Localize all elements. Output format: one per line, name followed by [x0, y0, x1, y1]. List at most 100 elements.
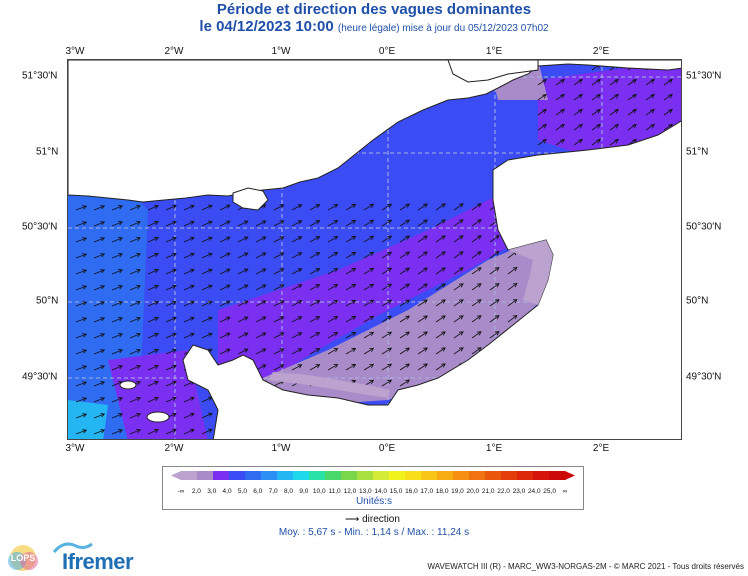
- land-jersey: [146, 411, 170, 423]
- direction-arrow: [327, 364, 339, 371]
- colorbar-swatch: [485, 471, 502, 480]
- colorbar-swatch: [309, 471, 326, 480]
- direction-arrow: [645, 123, 655, 131]
- direction-arrow: [219, 316, 231, 323]
- direction-arrow: [471, 251, 482, 259]
- lon-tick-bottom: 1°W: [271, 443, 291, 454]
- direction-arrow: [219, 252, 231, 259]
- direction-arrow: [273, 284, 285, 291]
- direction-arrow: [273, 204, 285, 211]
- direction-arrow: [573, 78, 583, 86]
- direction-arrow: [309, 300, 321, 307]
- direction-arrow: [381, 315, 393, 323]
- colorbar-tick-label: 12,0: [344, 488, 357, 495]
- wave-map[interactable]: [67, 59, 682, 440]
- colorbar-swatch: [437, 471, 454, 480]
- direction-arrow: [75, 237, 88, 243]
- direction-arrow: [273, 252, 285, 259]
- direction-arrow: [417, 219, 428, 227]
- direction-arrow: [327, 236, 339, 243]
- direction-arrow: [537, 93, 547, 101]
- direction-arrow: [183, 332, 195, 339]
- direction-arrow: [381, 235, 393, 243]
- direction-arrow: [255, 252, 267, 259]
- direction-arrow: [165, 252, 177, 259]
- direction-arrow: [309, 204, 321, 211]
- direction-arrow: [471, 315, 482, 323]
- direction-arrow: [237, 316, 249, 323]
- direction-arrow: [627, 108, 637, 116]
- colorbar-tick-label: 21,0: [482, 488, 495, 495]
- colorbar-tick-label: 6,0: [253, 488, 262, 495]
- colorbar-swatch: [469, 471, 486, 480]
- direction-arrow: [471, 331, 482, 339]
- lat-tick-left: 49°30'N: [22, 371, 58, 383]
- direction-arrow: [453, 267, 464, 275]
- direction-arrow: [273, 236, 285, 243]
- direction-arrow: [345, 316, 357, 323]
- lon-tick-bottom: 2°W: [164, 443, 184, 454]
- direction-arrow: [645, 93, 655, 101]
- direction-arrow: [201, 220, 213, 227]
- colorbar-swatch: [245, 471, 262, 480]
- lon-tick-bottom: 0°E: [378, 443, 396, 454]
- direction-arrow: [201, 332, 213, 339]
- direction-arrow: [399, 347, 410, 355]
- direction-arrow: [471, 299, 482, 307]
- direction-arrow: [435, 299, 446, 307]
- direction-arrow: [165, 300, 177, 307]
- colorbar-tick-label: 15,0: [390, 488, 403, 495]
- direction-arrow: [291, 364, 303, 371]
- direction-arrow: [309, 348, 321, 355]
- direction-arrow: [291, 204, 303, 211]
- direction-arrow: [165, 396, 177, 403]
- direction-arrow: [237, 268, 249, 275]
- footer-credit: WAVEWATCH III (R) - MARC_WW3-NORGAS-2M -…: [427, 562, 744, 571]
- direction-arrow: [93, 429, 106, 435]
- direction-arrow: [147, 316, 159, 323]
- direction-arrow: [345, 284, 357, 291]
- direction-arrow: [129, 300, 141, 307]
- colorbar-tick-label: 22,0: [497, 488, 510, 495]
- arrow-icon: ⟶: [345, 514, 360, 525]
- direction-arrow: [363, 267, 375, 275]
- direction-arrow: [381, 219, 393, 227]
- direction-arrow: [129, 428, 141, 435]
- direction-arrow: [471, 235, 482, 243]
- direction-arrow: [627, 123, 637, 131]
- direction-arrow: [75, 429, 88, 435]
- direction-arrow: [219, 268, 231, 275]
- direction-arrow: [165, 428, 177, 435]
- direction-arrow: [345, 268, 357, 275]
- direction-arrow: [555, 93, 565, 101]
- direction-arrow: [75, 285, 88, 291]
- direction-arrow: [489, 315, 500, 323]
- direction-arrow: [435, 331, 446, 339]
- colorbar-swatch: [261, 471, 278, 480]
- direction-arrow: [219, 332, 231, 339]
- direction-arrow: [573, 93, 583, 101]
- direction-arrow: [291, 220, 303, 227]
- direction-arrow: [129, 284, 141, 291]
- direction-arrow: [111, 205, 123, 211]
- direction-arrow: [399, 331, 410, 339]
- direction-arrow: [165, 284, 177, 291]
- direction-arrow: [417, 203, 428, 211]
- colorbar-swatch: [229, 471, 246, 480]
- direction-arrow: [183, 204, 195, 211]
- colorbar: -∞ 2,0 3,0 4,0 5,0 6,0 7,0 8,0 9,0 10,0 11,0 12,0 13…: [171, 471, 575, 495]
- direction-arrow: [183, 396, 195, 403]
- legend-panel: -∞ 2,0 3,0 4,0 5,0 6,0 7,0 8,0 9,0 10,0 11,0 12,0 13…: [162, 466, 584, 510]
- direction-arrow: [75, 381, 88, 387]
- direction-arrow: [129, 332, 141, 339]
- direction-arrow: [381, 283, 393, 291]
- direction-arrow: [471, 283, 482, 291]
- direction-arrow: [345, 220, 357, 227]
- direction-arrow: [237, 332, 249, 339]
- direction-arrow: [309, 284, 321, 291]
- direction-arrow: [453, 251, 464, 259]
- land-guernsey: [119, 380, 137, 390]
- direction-arrow: [111, 429, 123, 435]
- direction-arrow: [255, 300, 267, 307]
- direction-arrow: [507, 266, 518, 275]
